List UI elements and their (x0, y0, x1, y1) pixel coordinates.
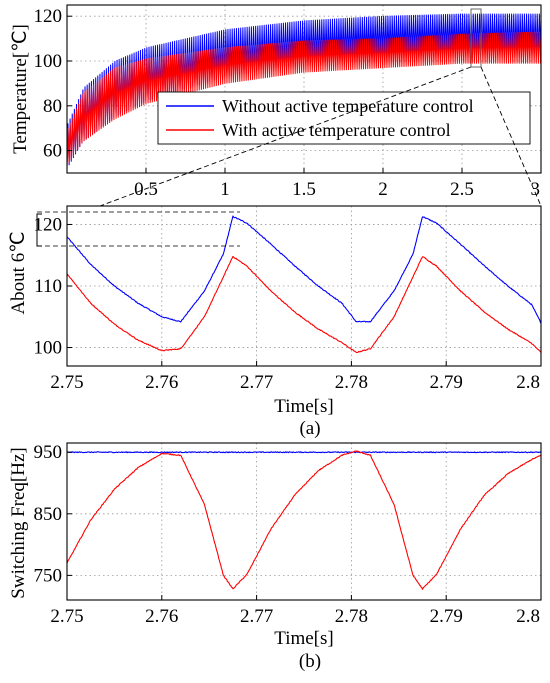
y-tick-label: 100 (34, 338, 63, 359)
x-tick-label: 2.75 (50, 372, 83, 393)
panel-top-y-ticks: 60 80 100 120 (34, 6, 72, 162)
panel-middle: 100 110 120 2.75 2.76 2.77 2.78 2.79 2.8 About … (8, 205, 542, 439)
zoom-window (470, 8, 482, 68)
x-tick-label: 2.79 (430, 606, 463, 627)
y-tick-label: 80 (43, 96, 62, 117)
panel-bottom-frame (66, 442, 542, 601)
y-tick-label: 850 (34, 504, 63, 525)
x-tick-label: 1.5 (292, 179, 316, 200)
panel-top-x-ticks: 0.5 1 1.5 2 2.5 3 (134, 168, 542, 200)
legend: Without active temperature control With … (157, 91, 531, 145)
y-tick-label: 110 (34, 276, 62, 297)
panel-middle-x-ticks: 2.75 2.76 2.77 2.78 2.79 2.8 (50, 361, 542, 393)
panel-bottom-background (67, 443, 541, 600)
panel-middle-background (67, 206, 541, 366)
x-tick-label: 2.76 (145, 606, 178, 627)
x-tick-label: 2.79 (430, 372, 463, 393)
panel-bottom-y-ticks: 750 850 950 (34, 442, 72, 586)
panel-bottom-x-label: Time[s] (274, 628, 333, 649)
panel-bottom-x-ticks: 2.75 2.76 2.77 2.78 2.79 2.8 (50, 595, 542, 627)
x-tick-label: 3 (531, 179, 541, 200)
x-tick-label: 2.8 (516, 606, 540, 627)
zoom-connector-right (480, 66, 542, 207)
legend-label-red: With active temperature control (222, 120, 451, 140)
x-tick-label: 2.78 (335, 372, 368, 393)
x-tick-label: 2.5 (450, 179, 474, 200)
y-tick-label: 100 (34, 51, 63, 72)
y-tick-label: 120 (34, 6, 63, 27)
panel-top: 60 80 100 120 0.5 1 1.5 2 2.5 3 Temperature[℃] W… (10, 4, 542, 200)
caption-a: (a) (299, 418, 320, 439)
panel-bottom-y-label: Switching Freq[Hz] (8, 447, 29, 598)
zoom-connectors (99, 66, 542, 207)
series-line-blue (66, 215, 542, 324)
series-line-blue (66, 451, 542, 454)
x-tick-label: 2.77 (240, 372, 273, 393)
x-tick-label: 2.78 (335, 606, 368, 627)
panel-top-y-label: Temperature[℃] (10, 24, 31, 154)
panel-middle-y-ticks: 100 110 120 (34, 214, 72, 359)
x-tick-label: 1 (220, 179, 230, 200)
y-tick-label: 750 (34, 565, 63, 586)
series-line-red (66, 450, 542, 590)
panel-middle-series (66, 215, 542, 354)
x-tick-label: 2.8 (516, 372, 540, 393)
series-line-red (66, 31, 542, 167)
panel-middle-y-label: About 6℃ (8, 231, 29, 314)
x-tick-label: 2.77 (240, 606, 273, 627)
x-tick-label: 2.75 (50, 606, 83, 627)
legend-box (157, 91, 531, 145)
y-tick-label: 950 (34, 442, 63, 463)
x-tick-label: 0.5 (134, 179, 158, 200)
x-tick-label: 2 (378, 179, 388, 200)
panel-bottom-series (66, 450, 542, 590)
zoom-connector-left (99, 66, 472, 207)
legend-label-blue: Without active temperature control (222, 96, 474, 116)
x-tick-label: 2.76 (145, 372, 178, 393)
y-tick-label: 120 (34, 214, 63, 235)
panel-middle-x-label: Time[s] (274, 396, 333, 417)
series-line-red (66, 255, 542, 354)
y-tick-label: 60 (43, 141, 62, 162)
caption-b: (b) (299, 651, 321, 672)
panel-top-series (66, 13, 542, 169)
panel-bottom: 750 850 950 2.75 2.76 2.77 2.78 2.79 2.8 Switch… (8, 442, 542, 672)
